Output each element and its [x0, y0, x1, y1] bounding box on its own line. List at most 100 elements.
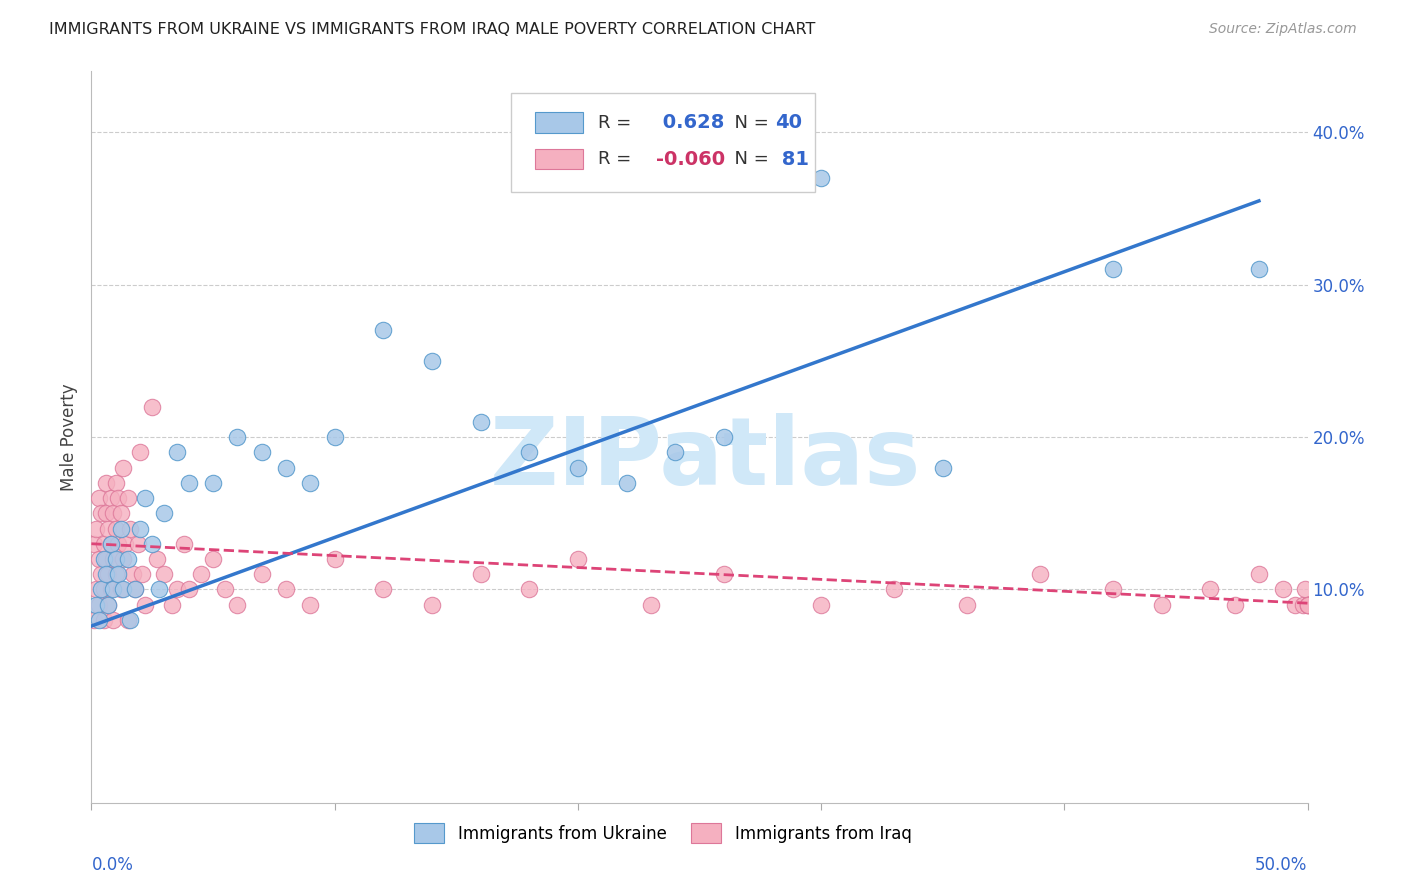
Point [250, 567, 273, 582]
Point [274, 460, 297, 475]
Point [1247, 567, 1270, 582]
Point [1199, 582, 1222, 597]
Point [97, 521, 120, 535]
Text: IMMIGRANTS FROM UKRAINE VS IMMIGRANTS FROM IRAQ MALE POVERTY CORRELATION CHART: IMMIGRANTS FROM UKRAINE VS IMMIGRANTS FR… [49, 22, 815, 37]
Point [83, 613, 105, 627]
Point [111, 582, 134, 597]
Point [120, 613, 142, 627]
Point [250, 445, 273, 459]
Point [107, 537, 129, 551]
Point [810, 171, 832, 186]
Point [127, 537, 149, 551]
Point [202, 475, 225, 490]
Legend: Immigrants from Ukraine, Immigrants from Iraq: Immigrants from Ukraine, Immigrants from… [408, 817, 918, 849]
Point [117, 491, 139, 505]
Point [104, 521, 127, 535]
Point [202, 552, 225, 566]
Point [177, 475, 200, 490]
Point [226, 598, 249, 612]
Point [97, 598, 120, 612]
Point [420, 598, 443, 612]
FancyBboxPatch shape [510, 94, 815, 192]
Text: N =: N = [723, 150, 775, 168]
Point [1102, 582, 1125, 597]
Text: ZIPatlas: ZIPatlas [489, 413, 921, 505]
Text: N =: N = [723, 113, 775, 131]
Point [93, 552, 115, 566]
Point [121, 567, 143, 582]
Point [214, 582, 236, 597]
Point [117, 613, 139, 627]
Point [567, 552, 589, 566]
Point [226, 430, 249, 444]
Point [90, 567, 112, 582]
Point [713, 567, 735, 582]
Text: -0.060: -0.060 [657, 150, 725, 169]
Point [517, 445, 540, 459]
Point [114, 537, 136, 551]
Point [517, 582, 540, 597]
Point [83, 537, 105, 551]
Point [110, 506, 132, 520]
Point [111, 552, 134, 566]
Point [1029, 567, 1052, 582]
Point [103, 506, 125, 520]
Point [97, 567, 120, 582]
Point [97, 598, 120, 612]
Point [87, 598, 110, 612]
Point [94, 475, 117, 490]
Point [177, 582, 200, 597]
Point [141, 537, 163, 551]
Point [84, 598, 107, 612]
Point [1296, 598, 1319, 612]
Point [104, 475, 127, 490]
Point [110, 521, 132, 535]
Point [100, 537, 122, 551]
Text: R =: R = [598, 113, 637, 131]
Text: 0.0%: 0.0% [91, 856, 134, 874]
Text: 50.0%: 50.0% [1256, 856, 1308, 874]
Point [640, 598, 662, 612]
Text: R =: R = [598, 150, 637, 168]
Point [810, 598, 832, 612]
Point [134, 598, 156, 612]
Text: Source: ZipAtlas.com: Source: ZipAtlas.com [1209, 22, 1357, 37]
Point [166, 582, 188, 597]
Point [87, 613, 110, 627]
Point [153, 506, 176, 520]
Point [373, 582, 395, 597]
Point [166, 445, 188, 459]
Point [190, 567, 212, 582]
Point [141, 400, 163, 414]
Point [100, 537, 122, 551]
Point [87, 552, 110, 566]
Point [131, 567, 153, 582]
Point [134, 491, 156, 505]
Point [1102, 262, 1125, 277]
Point [90, 506, 112, 520]
Point [100, 491, 122, 505]
Point [323, 430, 346, 444]
Point [103, 613, 125, 627]
Point [107, 567, 129, 582]
Point [1284, 598, 1306, 612]
Point [117, 552, 139, 566]
Point [94, 567, 117, 582]
Point [146, 552, 169, 566]
Point [153, 567, 176, 582]
Point [104, 552, 127, 566]
Point [160, 598, 183, 612]
Point [173, 537, 195, 551]
Point [111, 460, 134, 475]
Text: 0.628: 0.628 [657, 113, 724, 132]
Point [299, 598, 322, 612]
Point [129, 521, 152, 535]
Point [1247, 262, 1270, 277]
Point [1296, 598, 1319, 612]
Text: 81: 81 [775, 150, 808, 169]
Point [93, 613, 115, 627]
Point [107, 491, 129, 505]
Point [1223, 598, 1246, 612]
Point [90, 582, 112, 597]
FancyBboxPatch shape [536, 112, 583, 133]
